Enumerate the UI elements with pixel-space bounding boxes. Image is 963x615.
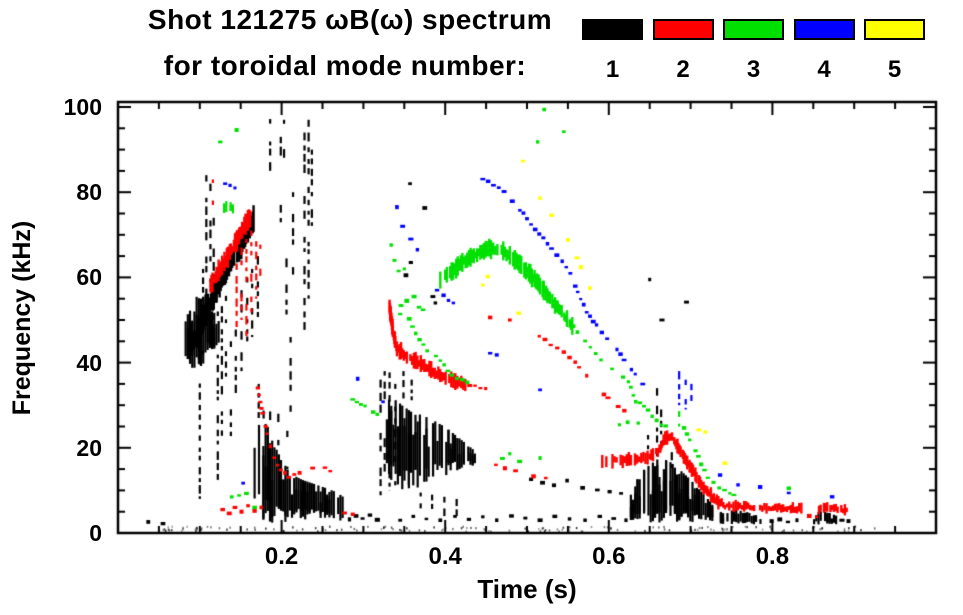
legend-swatch-n5 (864, 19, 925, 40)
legend-swatch-n1 (582, 19, 643, 40)
y-tick-label: 40 (76, 349, 102, 376)
legend-label-n2: 2 (676, 56, 690, 83)
legend-label-n4: 4 (817, 56, 831, 83)
legend-label-n3: 3 (746, 56, 761, 83)
legend-swatch-n3 (723, 19, 784, 40)
legend-swatch-n4 (793, 19, 855, 40)
y-tick-label: 0 (89, 520, 102, 546)
legend-label-n5: 5 (887, 56, 902, 83)
legend-swatch-n2 (652, 19, 714, 40)
chart-title-line1: Shot 121275 ωB(ω) spectrum (147, 4, 553, 35)
y-tick-label: 60 (76, 264, 102, 291)
y-tick-label: 20 (76, 434, 102, 461)
x-tick-label: 0.2 (264, 543, 299, 570)
chart-title-line2: for toroidal mode number: (163, 50, 527, 81)
x-tick-label: 0.8 (755, 543, 790, 570)
legend-label-n1: 1 (605, 56, 620, 83)
x-tick-label: 0.4 (428, 543, 462, 570)
y-tick-label: 80 (76, 179, 102, 206)
x-tick-label: 0.6 (592, 543, 626, 570)
y-tick-label: 100 (63, 94, 102, 120)
x-axis-label: Time (s) (477, 574, 577, 604)
y-axis-label: Frequency (kHz) (8, 220, 36, 416)
